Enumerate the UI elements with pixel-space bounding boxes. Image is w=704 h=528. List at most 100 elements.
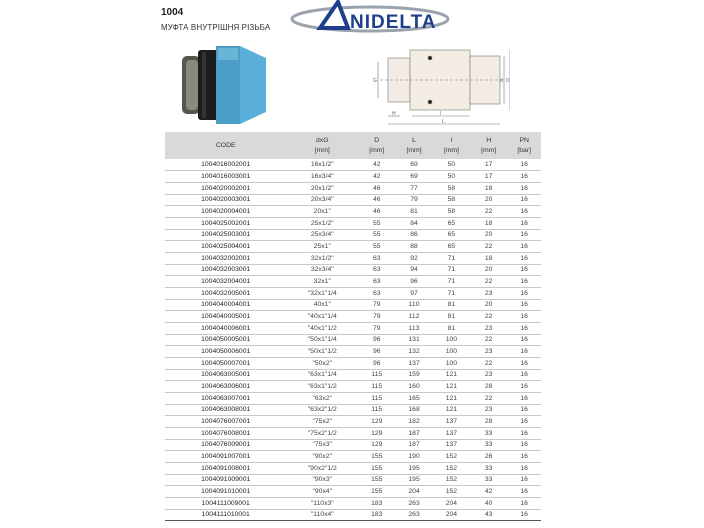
- table-cell: 22: [470, 357, 508, 370]
- table-cell: 1004063005001: [165, 369, 287, 382]
- table-cell: 16: [507, 159, 541, 172]
- table-cell: "50x1"1/2: [286, 345, 359, 358]
- label-l: l: [440, 111, 441, 117]
- table-cell: 16: [507, 217, 541, 230]
- table-cell: 63: [358, 275, 396, 288]
- table-row: 1004016002001 16x1/2" 42 69 50 17 16: [165, 159, 541, 172]
- table-cell: 1004091010001: [165, 485, 287, 498]
- table-cell: 1004091009001: [165, 474, 287, 487]
- table-cell: 112: [395, 310, 433, 323]
- table-cell: 1004063007001: [165, 392, 287, 405]
- table-cell: 77: [395, 182, 433, 195]
- table-cell: 1004050005001: [165, 334, 287, 347]
- table-row: 1004040005001 "40x1"1/4 79 112 81 22 16: [165, 310, 541, 323]
- table-cell: 58: [432, 205, 471, 218]
- table-cell: 1004025002001: [165, 217, 287, 230]
- table-cell: 46: [358, 194, 396, 207]
- table-cell: 1004020004001: [165, 205, 287, 218]
- table-cell: 1004063008001: [165, 404, 287, 417]
- column-unit: [mm]: [369, 146, 385, 154]
- table-cell: 17: [470, 170, 508, 183]
- column-header: dxG [mm]: [286, 132, 359, 159]
- table-cell: 190: [395, 450, 433, 463]
- table-cell: 16: [507, 252, 541, 265]
- table-row: 1004076007001 "75x2" 129 182 137 28 16: [165, 415, 541, 428]
- label-L: L: [442, 119, 445, 125]
- table-cell: 1004111010001: [165, 509, 287, 522]
- table-cell: 16x3/4": [286, 170, 359, 183]
- table-row: 1004076008001 "75x2"1/2 129 187 137 33 16: [165, 427, 541, 440]
- table-cell: 155: [358, 474, 396, 487]
- table-cell: 1004020003001: [165, 194, 287, 207]
- table-cell: 79: [395, 194, 433, 207]
- table-cell: 183: [358, 509, 396, 522]
- table-cell: 100: [432, 357, 471, 370]
- table-row: 1004050005001 "50x1"1/4 96 131 100 22 16: [165, 334, 541, 347]
- column-label: CODE: [215, 141, 236, 149]
- table-cell: 16: [507, 170, 541, 183]
- table-cell: 263: [395, 497, 433, 510]
- table-cell: "90x4": [286, 485, 359, 498]
- table-cell: "50x2": [286, 357, 359, 370]
- table-cell: 79: [358, 310, 396, 323]
- table-cell: 50: [432, 159, 471, 172]
- table-row: 1004063005001 "63x1"1/4 115 159 121 23 16: [165, 369, 541, 382]
- unidelta-logo: NIDELTA: [290, 0, 450, 33]
- table-cell: 16: [507, 450, 541, 463]
- table-cell: 16: [507, 415, 541, 428]
- table-cell: 96: [358, 357, 396, 370]
- table-cell: 22: [470, 205, 508, 218]
- table-cell: 137: [432, 415, 471, 428]
- table-cell: 16: [507, 299, 541, 312]
- table-cell: "63x1"1/2: [286, 380, 359, 393]
- table-cell: 121: [432, 392, 471, 405]
- table-cell: 81: [432, 322, 471, 335]
- table-cell: 1004040004001: [165, 299, 287, 312]
- table-cell: 16: [507, 497, 541, 510]
- table-cell: 63: [358, 264, 396, 277]
- table-cell: 16: [507, 392, 541, 405]
- table-cell: 16: [507, 345, 541, 358]
- table-cell: 1004032005001: [165, 287, 287, 300]
- table-cell: 20: [470, 299, 508, 312]
- table-cell: 25x1": [286, 240, 359, 253]
- table-cell: "110x4": [286, 509, 359, 522]
- table-row: 1004020002001 20x1/2" 46 77 58 18 16: [165, 182, 541, 195]
- table-cell: 22: [470, 240, 508, 253]
- column-unit: [bar]: [517, 146, 531, 154]
- table-row: 1004091010001 "90x4" 155 204 152 42 16: [165, 485, 541, 498]
- table-cell: 20: [470, 194, 508, 207]
- table-cell: 16: [507, 240, 541, 253]
- table-cell: 1004063006001: [165, 380, 287, 393]
- table-cell: 16: [507, 357, 541, 370]
- table-cell: 152: [432, 474, 471, 487]
- table-cell: 1004020002001: [165, 182, 287, 195]
- table-cell: 137: [395, 357, 433, 370]
- table-cell: 28: [470, 380, 508, 393]
- table-cell: 18: [470, 252, 508, 265]
- table-cell: 63: [358, 252, 396, 265]
- fitting-photo: [182, 46, 266, 124]
- table-cell: 16: [507, 439, 541, 452]
- label-d: d: [500, 78, 503, 84]
- table-cell: 58: [432, 194, 471, 207]
- table-cell: 94: [395, 264, 433, 277]
- table-cell: 16: [507, 380, 541, 393]
- column-unit: [mm]: [406, 146, 422, 154]
- table-cell: 1004076009001: [165, 439, 287, 452]
- table-cell: 88: [395, 240, 433, 253]
- table-cell: 1004091007001: [165, 450, 287, 463]
- table-cell: 155: [358, 462, 396, 475]
- table-cell: 20x1": [286, 205, 359, 218]
- table-cell: 40: [470, 497, 508, 510]
- table-cell: 16: [507, 322, 541, 335]
- table-cell: 55: [358, 229, 396, 242]
- table-cell: 131: [395, 334, 433, 347]
- table-cell: 69: [395, 159, 433, 172]
- table-cell: 33: [470, 462, 508, 475]
- table-row: 1004032003001 32x3/4" 63 94 71 20 16: [165, 264, 541, 277]
- table-cell: 155: [358, 485, 396, 498]
- table-cell: 58: [432, 182, 471, 195]
- table-cell: 1004016003001: [165, 170, 287, 183]
- table-row: 1004020003001 20x3/4" 46 79 58 20 16: [165, 194, 541, 207]
